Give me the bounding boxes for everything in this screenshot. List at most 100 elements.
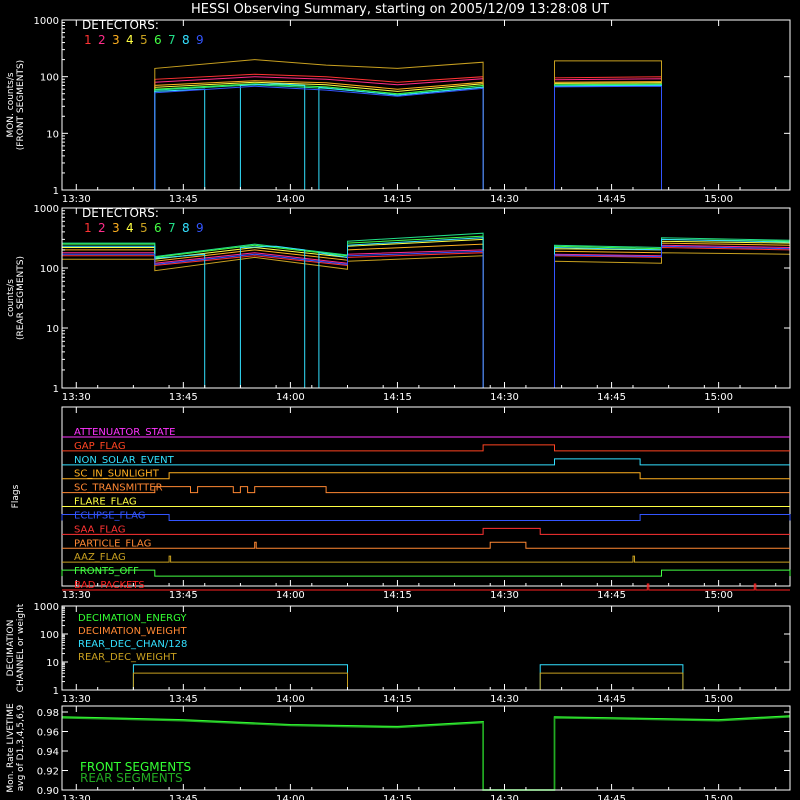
flag-label-aaz-flag: AAZ_FLAG bbox=[74, 552, 126, 563]
rear-time-label: 14:30 bbox=[490, 392, 519, 403]
rear-legend-detector-6: 6 bbox=[154, 221, 162, 235]
rear-legend-detector-7: 7 bbox=[168, 221, 176, 235]
flag-label-eclipse-flag: ECLIPSE_FLAG bbox=[74, 510, 145, 521]
front-detector-3-line bbox=[62, 80, 790, 191]
rear-detector-9-line bbox=[62, 245, 791, 389]
decimation-legend-3: REAR_DEC_WEIGHT bbox=[78, 652, 177, 663]
livetime-ytick-label: 0.94 bbox=[37, 747, 59, 758]
front-time-label: 15:00 bbox=[704, 194, 733, 205]
flag-line-saa-flag bbox=[62, 527, 790, 535]
decimation-time-label: 13:45 bbox=[169, 694, 198, 705]
decimation-legend-0: DECIMATION_ENERGY bbox=[78, 613, 187, 624]
livetime-panel: 13:30 13:45 14:00 14:15 14:30 14:45 15:00 0.90 0… bbox=[6, 703, 791, 800]
flag-line-bad-packets bbox=[62, 583, 790, 591]
front-legend-detector-7: 7 bbox=[168, 33, 176, 47]
decimation-time-label: 14:15 bbox=[383, 694, 412, 705]
front-legend-detector-3: 3 bbox=[112, 33, 120, 47]
front-ylabel: (FRONT SEGMENTS) bbox=[16, 60, 26, 150]
flag-line-eclipse-flag bbox=[61, 513, 791, 521]
front-detector-7-line bbox=[62, 84, 790, 191]
flags-frame bbox=[61, 406, 791, 587]
livetime-ylabel: Mon. Rate LIVETIME bbox=[6, 703, 16, 793]
rear-ytick-label: 100 bbox=[40, 264, 59, 275]
rear-time-label: 14:00 bbox=[276, 392, 305, 403]
rear-ytick-label: 1 bbox=[53, 384, 59, 395]
livetime-ytick-label: 0.92 bbox=[37, 767, 59, 778]
flags-time-label: 14:00 bbox=[276, 590, 305, 601]
flag-label-sc-transmitter: SC_TRANSMITTER bbox=[74, 483, 163, 494]
front-legend-detector-5: 5 bbox=[140, 33, 148, 47]
panels: 13:30 13:45 14:00 14:15 14:30 14:45 15:0011010… bbox=[6, 16, 791, 800]
decimation-time-label: 14:30 bbox=[490, 694, 519, 705]
decimation-legend-1: DECIMATION_WEIGHT bbox=[78, 626, 187, 637]
flag-label-flare-flag: FLARE_FLAG bbox=[74, 497, 137, 508]
flags-ylabel: Flags bbox=[11, 484, 21, 508]
flags-time-label: 13:30 bbox=[62, 590, 91, 601]
livetime-time-label: 14:00 bbox=[276, 794, 305, 800]
livetime-ytick-label: 0.90 bbox=[37, 786, 59, 797]
rear-time-label: 13:30 bbox=[62, 392, 91, 403]
livetime-time-label: 13:30 bbox=[62, 794, 91, 800]
front-time-label: 13:30 bbox=[62, 194, 91, 205]
livetime-ylabel: avg of D1,3,4,5,6,9 bbox=[16, 704, 26, 791]
front-legend-detector-4: 4 bbox=[126, 33, 134, 47]
flag-line-aaz-flag bbox=[62, 555, 790, 563]
rear-legend-detector-4: 4 bbox=[126, 221, 134, 235]
livetime-time-label: 13:45 bbox=[169, 794, 198, 800]
rear-legend-detector-9: 9 bbox=[196, 221, 204, 235]
rear-time-label: 14:15 bbox=[383, 392, 412, 403]
decimation-series-2 bbox=[62, 664, 790, 691]
rear-detector-2-line bbox=[62, 244, 791, 389]
rear-counts-panel: 13:30 13:45 14:00 14:15 14:30 14:45 15:00 1 10 10… bbox=[6, 204, 791, 403]
livetime-time-label: 14:30 bbox=[490, 794, 519, 800]
flag-label-saa-flag: SAA_FLAG bbox=[74, 524, 125, 535]
livetime-legend-rear: REAR SEGMENTS bbox=[80, 771, 183, 785]
rear-detector-7-line bbox=[62, 232, 791, 389]
flags-time-label: 14:45 bbox=[597, 590, 626, 601]
decimation-ytick-label: 10 bbox=[46, 658, 59, 669]
decimation-series-3 bbox=[62, 672, 790, 691]
front-time-label: 14:30 bbox=[490, 194, 519, 205]
flag-label-bad-packets: BAD_PACKETS bbox=[74, 580, 145, 591]
livetime-time-label: 15:00 bbox=[704, 794, 733, 800]
front-ylabel: MON. counts/s bbox=[6, 72, 16, 137]
front-legend-detector-6: 6 bbox=[154, 33, 162, 47]
rear-legend-detector-3: 3 bbox=[112, 221, 120, 235]
rear-detector-5-line bbox=[62, 252, 791, 389]
front-legend-detector-2: 2 bbox=[98, 33, 106, 47]
rear-time-label: 13:45 bbox=[169, 392, 198, 403]
decimation-time-label: 13:30 bbox=[62, 694, 91, 705]
rear-legend-detector-2: 2 bbox=[98, 221, 106, 235]
front-ytick-label: 100 bbox=[40, 73, 59, 84]
flag-line-non-solar-event bbox=[62, 458, 790, 466]
rear-detector-3-line bbox=[62, 242, 791, 389]
livetime-ytick-label: 0.98 bbox=[37, 708, 59, 719]
flag-line-gap-flag bbox=[62, 444, 790, 452]
flag-label-attenuator-state: ATTENUATOR_STATE bbox=[74, 427, 175, 438]
rear-time-label: 14:45 bbox=[597, 392, 626, 403]
front-detector-4-line bbox=[62, 81, 790, 191]
flags-time-label: 15:00 bbox=[704, 590, 733, 601]
front-legend-detector-1: 1 bbox=[84, 33, 92, 47]
livetime-ytick-label: 0.96 bbox=[37, 728, 59, 739]
flag-label-sc-in-sunlight: SC_IN_SUNLIGHT bbox=[74, 469, 160, 480]
flags-time-label: 13:45 bbox=[169, 590, 198, 601]
rear-legend-detector-8: 8 bbox=[182, 221, 190, 235]
rear-ylabel: counts/s bbox=[6, 279, 16, 317]
flag-label-non-solar-event: NON_SOLAR_EVENT bbox=[74, 455, 175, 466]
flag-label-gap-flag: GAP_FLAG bbox=[74, 441, 126, 452]
rear-ylabel: (REAR SEGMENTS) bbox=[16, 256, 26, 340]
decimation-ylabel: DECIMATION bbox=[6, 620, 16, 677]
front-time-label: 14:45 bbox=[597, 194, 626, 205]
flag-line-particle-flag bbox=[62, 541, 790, 549]
front-time-label: 13:45 bbox=[169, 194, 198, 205]
front-time-label: 14:00 bbox=[276, 194, 305, 205]
front-ytick-label: 1000 bbox=[34, 16, 59, 27]
decimation-ytick-label: 100 bbox=[40, 630, 59, 641]
rear-legend-detector-1: 1 bbox=[84, 221, 92, 235]
flag-line-sc-transmitter bbox=[62, 486, 790, 494]
livetime-time-label: 14:15 bbox=[383, 794, 412, 800]
decimation-time-label: 14:00 bbox=[276, 694, 305, 705]
figure-title: HESSI Observing Summary, starting on 200… bbox=[191, 2, 609, 17]
